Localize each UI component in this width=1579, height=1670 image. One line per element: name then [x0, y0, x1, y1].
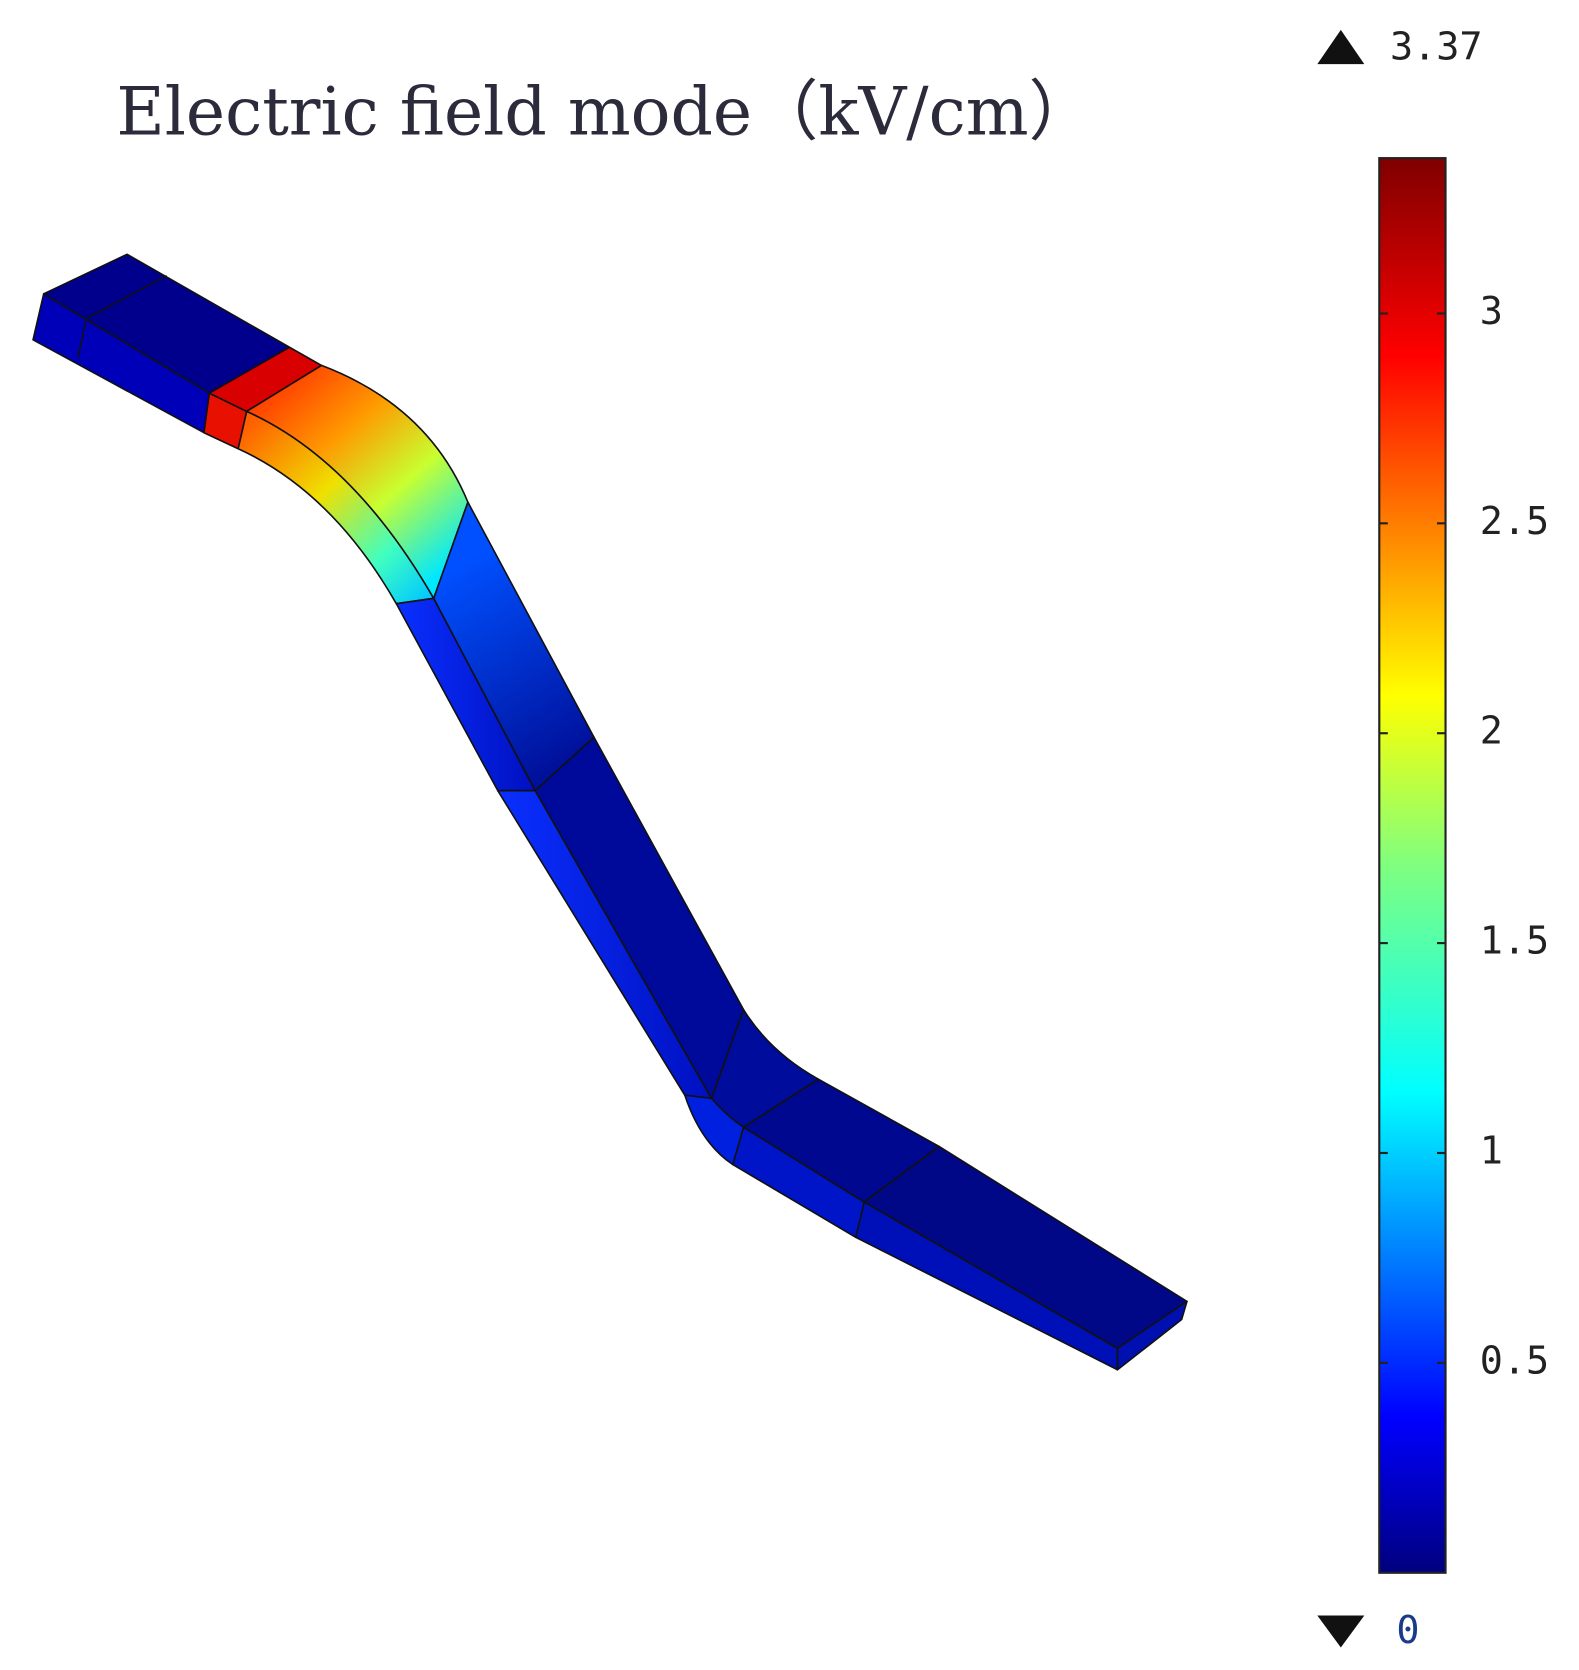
- chart-title: Electric field mode（kV/cm）: [116, 74, 1094, 151]
- colorbar-tick-label: 0.5: [1480, 1338, 1549, 1383]
- colorbar-tick-label: 1.5: [1480, 919, 1549, 964]
- colorbar-tick-label: 2: [1480, 709, 1503, 754]
- max-marker: [1317, 29, 1365, 65]
- colorbar: [1378, 157, 1447, 1574]
- colorbar-tick-label: 1: [1480, 1128, 1503, 1173]
- min-marker: [1317, 1615, 1365, 1648]
- colorbar-tick-label: 2.5: [1480, 499, 1549, 544]
- colorbar-min-label: 0: [1396, 1608, 1419, 1653]
- waveguide: [32, 253, 1188, 1371]
- colorbar-max-label: 3.37: [1390, 25, 1483, 70]
- colorbar-tick-label: 3: [1480, 289, 1503, 334]
